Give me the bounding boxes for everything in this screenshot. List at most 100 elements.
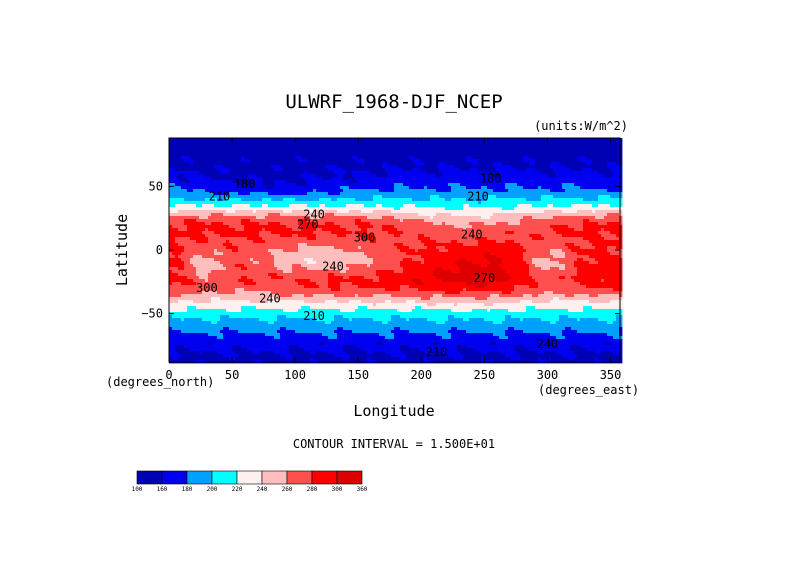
heatmap-cell — [466, 168, 470, 172]
heatmap-cell — [181, 234, 185, 238]
heatmap-cell — [487, 216, 491, 220]
heatmap-cell — [511, 165, 515, 169]
heatmap-cell — [247, 216, 251, 220]
heatmap-cell — [361, 231, 365, 235]
heatmap-cell — [571, 222, 575, 226]
heatmap-cell — [580, 147, 584, 151]
heatmap-cell — [439, 156, 443, 160]
heatmap-cell — [217, 186, 221, 190]
heatmap-cell — [172, 216, 176, 220]
heatmap-cell — [349, 180, 353, 184]
heatmap-cell — [511, 225, 515, 229]
heatmap-cell — [349, 186, 353, 190]
heatmap-cell — [487, 234, 491, 238]
heatmap-cell — [358, 219, 362, 223]
heatmap-cell — [499, 165, 503, 169]
heatmap-cell — [583, 147, 587, 151]
heatmap-cell — [322, 192, 326, 196]
heatmap-cell — [541, 153, 545, 157]
heatmap-cell — [508, 219, 512, 223]
heatmap-cell — [280, 210, 284, 214]
heatmap-cell — [316, 141, 320, 145]
heatmap-cell — [619, 219, 623, 223]
heatmap-cell — [232, 192, 236, 196]
heatmap-cell — [451, 186, 455, 190]
heatmap-cell — [502, 171, 506, 175]
heatmap-cell — [175, 138, 179, 142]
heatmap-cell — [364, 189, 368, 193]
heatmap-cell — [268, 144, 272, 148]
heatmap-cell — [247, 207, 251, 211]
heatmap-cell — [169, 153, 173, 157]
heatmap-cell — [508, 156, 512, 160]
heatmap-cell — [340, 153, 344, 157]
heatmap-cell — [298, 159, 302, 163]
heatmap-cell — [487, 219, 491, 223]
heatmap-cell — [547, 234, 551, 238]
heatmap-cell — [499, 153, 503, 157]
heatmap-cell — [340, 174, 344, 178]
heatmap-cell — [352, 156, 356, 160]
heatmap-cell — [532, 216, 536, 220]
heatmap-cell — [334, 204, 338, 208]
heatmap-cell — [349, 201, 353, 205]
heatmap-cell — [172, 228, 176, 232]
heatmap-cell — [535, 156, 539, 160]
heatmap-cell — [190, 177, 194, 181]
heatmap-cell — [319, 204, 323, 208]
heatmap-cell — [466, 171, 470, 175]
heatmap-cell — [328, 141, 332, 145]
heatmap-cell — [607, 177, 611, 181]
heatmap-cell — [421, 201, 425, 205]
heatmap-cell — [568, 234, 572, 238]
heatmap-cell — [502, 180, 506, 184]
heatmap-cell — [253, 198, 257, 202]
heatmap-cell — [421, 150, 425, 154]
heatmap-cell — [505, 168, 509, 172]
heatmap-cell — [517, 195, 521, 199]
heatmap-cell — [358, 156, 362, 160]
heatmap-cell — [412, 234, 416, 238]
heatmap-cell — [568, 174, 572, 178]
heatmap-cell — [376, 222, 380, 226]
heatmap-cell — [517, 228, 521, 232]
heatmap-cell — [370, 186, 374, 190]
heatmap-cell — [208, 159, 212, 163]
heatmap-cell — [550, 234, 554, 238]
heatmap-cell — [445, 228, 449, 232]
heatmap-cell — [349, 183, 353, 187]
heatmap-cell — [361, 138, 365, 142]
heatmap-cell — [235, 234, 239, 238]
heatmap-cell — [523, 156, 527, 160]
heatmap-cell — [529, 141, 533, 145]
heatmap-cell — [403, 234, 407, 238]
heatmap-cell — [577, 153, 581, 157]
heatmap-cell — [607, 141, 611, 145]
heatmap-cell — [529, 159, 533, 163]
heatmap-cell — [571, 150, 575, 154]
heatmap-cell — [601, 162, 605, 166]
heatmap-cell — [184, 144, 188, 148]
heatmap-cell — [577, 138, 581, 142]
heatmap-cell — [202, 138, 206, 142]
heatmap-cell — [187, 174, 191, 178]
heatmap-cell — [571, 189, 575, 193]
heatmap-cell — [337, 216, 341, 220]
heatmap-cell — [211, 225, 215, 229]
heatmap-cell — [238, 168, 242, 172]
heatmap-cell — [484, 222, 488, 226]
heatmap-cell — [346, 156, 350, 160]
heatmap-cell — [532, 207, 536, 211]
heatmap-cell — [334, 213, 338, 217]
heatmap-cell — [451, 165, 455, 169]
heatmap-cell — [412, 177, 416, 181]
heatmap-cell — [502, 162, 506, 166]
heatmap-cell — [592, 141, 596, 145]
heatmap-cell — [232, 219, 236, 223]
heatmap-cell — [247, 180, 251, 184]
heatmap-cell — [205, 213, 209, 217]
heatmap-cell — [181, 225, 185, 229]
heatmap-cell — [397, 171, 401, 175]
heatmap-cell — [316, 192, 320, 196]
heatmap-cell — [361, 183, 365, 187]
